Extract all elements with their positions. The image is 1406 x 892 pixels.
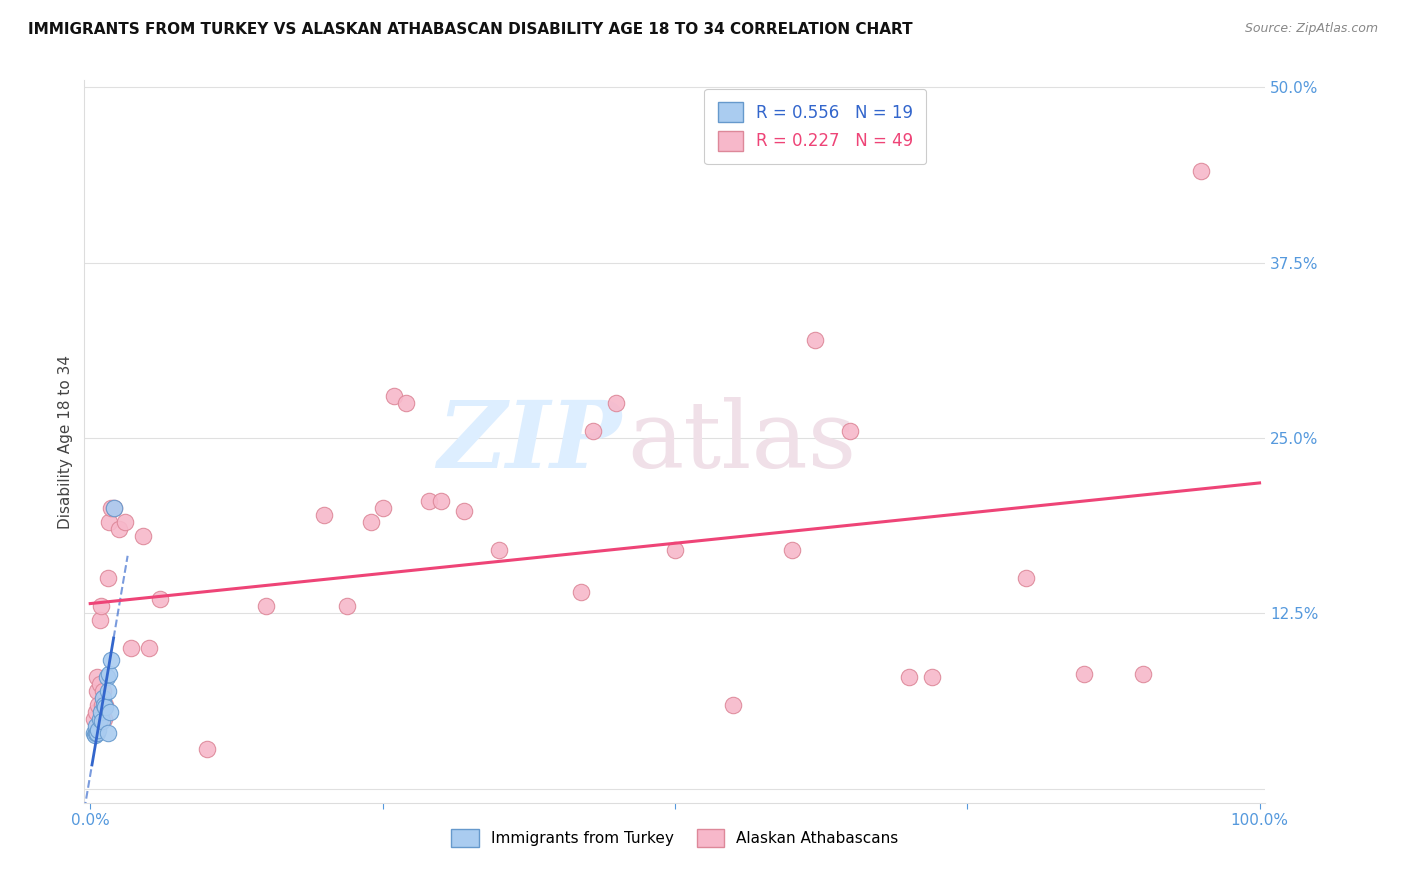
Point [93,698,115,712]
Point [97,683,120,698]
Point [418,494,440,508]
Point [91,683,114,698]
Point [87,723,110,737]
Point [582,424,605,438]
Point [89,712,111,726]
Point [312,508,335,523]
Legend: Immigrants from Turkey, Alaskan Athabascans: Immigrants from Turkey, Alaskan Athabasc… [446,823,904,853]
Point [84,725,107,739]
Point [1132,666,1154,681]
Point [98,705,121,719]
Point [83,725,105,739]
Point [90,712,112,726]
Point [395,396,418,410]
Point [1015,571,1038,585]
Point [90,705,112,719]
Point [86,669,108,683]
Point [336,599,359,614]
Point [93,712,115,726]
Point [97,571,120,585]
Point [90,698,112,712]
Point [87,698,110,712]
Text: Source: ZipAtlas.com: Source: ZipAtlas.com [1244,22,1378,36]
Point [723,698,745,712]
Text: atlas: atlas [627,397,856,486]
Point [86,683,108,698]
Point [132,529,155,543]
Point [100,501,122,516]
Point [360,515,382,529]
Point [90,714,112,729]
Point [100,653,122,667]
Point [86,725,108,739]
Point [83,712,105,726]
Y-axis label: Disability Age 18 to 34: Disability Age 18 to 34 [58,354,73,529]
Point [254,599,277,614]
Point [605,396,627,410]
Point [91,690,114,705]
Point [195,742,218,756]
Point [149,592,172,607]
Point [804,333,827,347]
Point [108,522,131,536]
Point [371,501,394,516]
Point [97,725,120,739]
Point [569,585,592,599]
Point [664,543,686,558]
Point [103,501,125,516]
Text: IMMIGRANTS FROM TURKEY VS ALASKAN ATHABASCAN DISABILITY AGE 18 TO 34 CORRELATION: IMMIGRANTS FROM TURKEY VS ALASKAN ATHABA… [28,22,912,37]
Point [780,543,803,558]
Point [488,543,510,558]
Point [138,641,160,656]
Point [97,515,120,529]
Point [921,669,943,683]
Point [120,641,142,656]
Point [382,389,405,403]
Point [89,676,111,690]
Point [430,494,453,508]
Point [114,515,136,529]
Point [94,698,117,712]
Text: ZIP: ZIP [437,397,621,486]
Point [97,666,120,681]
Point [84,718,107,732]
Point [839,424,862,438]
Point [89,614,111,628]
Point [83,729,105,743]
Point [103,501,125,516]
Point [897,669,920,683]
Point [1189,164,1212,178]
Point [84,705,107,719]
Point [453,504,475,518]
Point [90,599,112,614]
Point [96,669,118,683]
Point [1073,666,1095,681]
Point [94,700,117,714]
